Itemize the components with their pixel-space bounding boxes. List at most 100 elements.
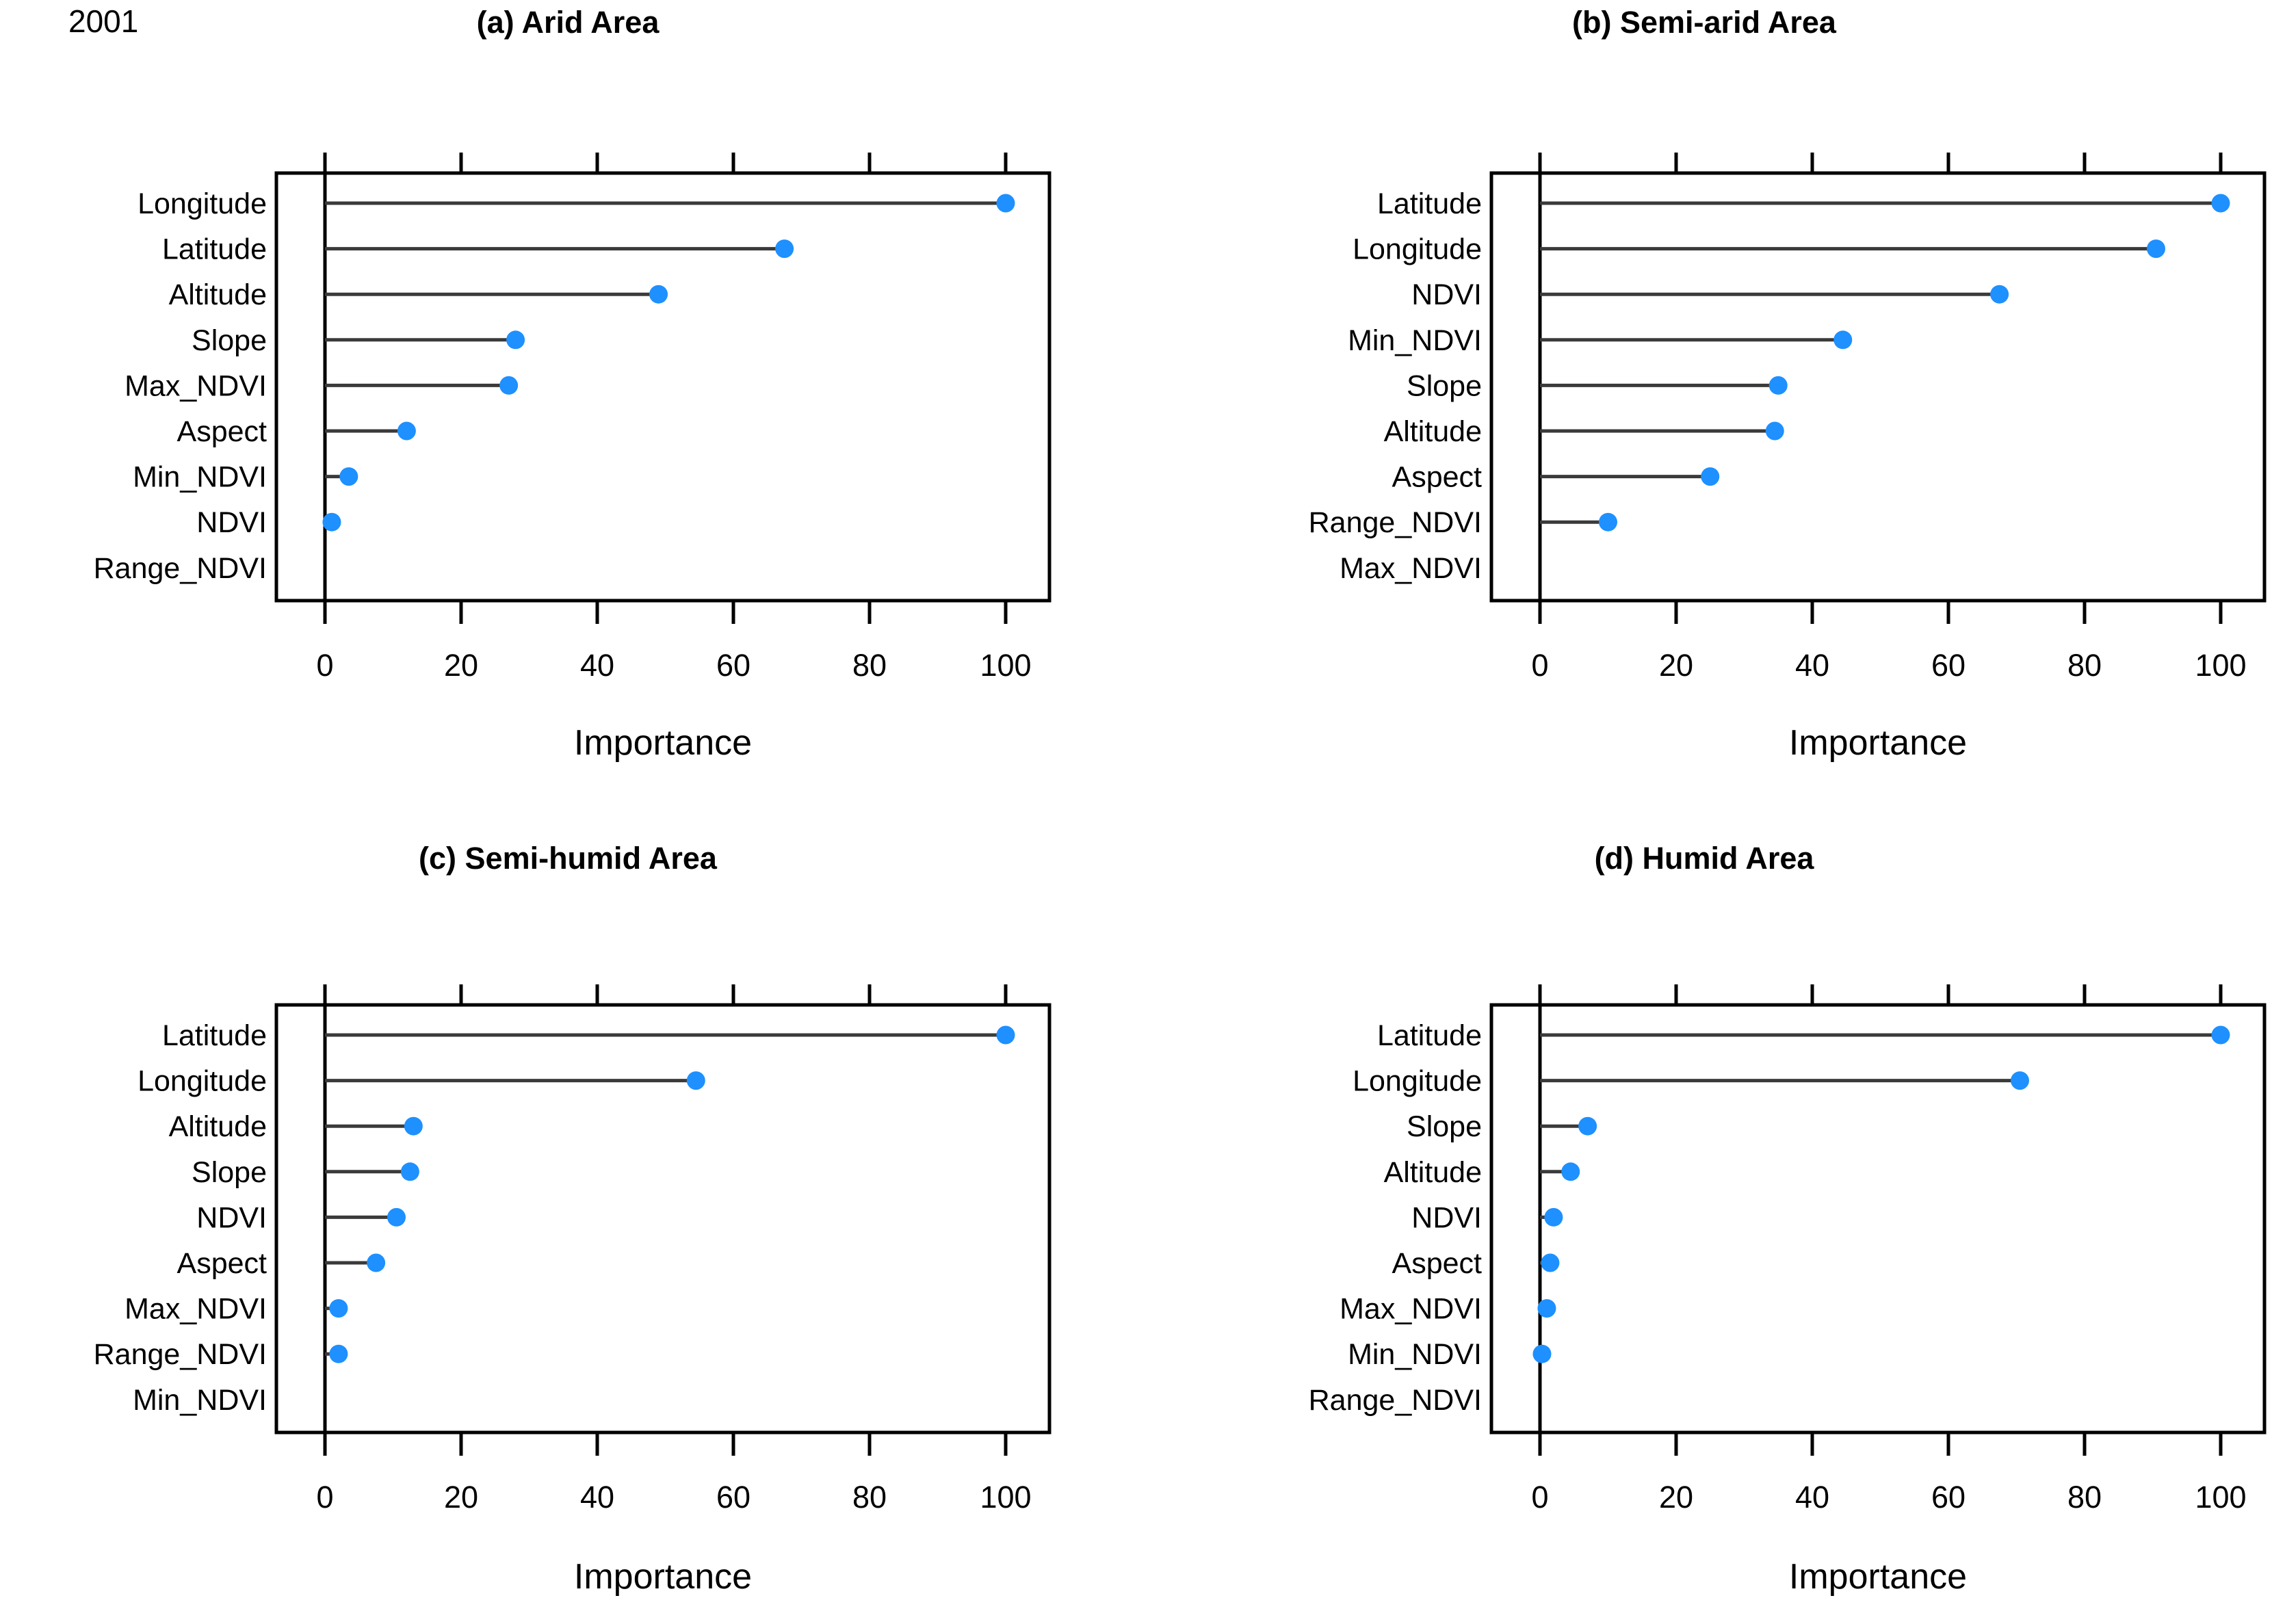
dot-latitude — [2211, 194, 2230, 213]
category-label-max_ndvi: Max_NDVI — [1340, 1293, 1482, 1326]
plot-frame — [1489, 171, 2267, 603]
x-tick-label: 80 — [2067, 1480, 2102, 1515]
category-label-aspect: Aspect — [1392, 461, 1483, 494]
dot-latitude — [996, 1025, 1015, 1045]
plot-frame — [274, 1003, 1052, 1435]
dot-ndvi — [387, 1207, 406, 1227]
x-tick-label: 80 — [2067, 648, 2102, 683]
dot-longitude — [2146, 239, 2165, 259]
dot-aspect — [397, 421, 416, 441]
semi-humid-area-dotchart: 0 20 40 60 80 100 Latitude Longitude Altitude Slo… — [94, 984, 1052, 1515]
category-label-aspect: Aspect — [177, 415, 267, 448]
dot-latitude — [2211, 1025, 2230, 1045]
x-tick-label: 40 — [580, 1480, 614, 1515]
x-tick-label: 60 — [1931, 1480, 1966, 1515]
category-label-latitude: Latitude — [162, 1019, 267, 1052]
category-label-longitude: Longitude — [138, 1065, 267, 1098]
x-axis-label-semi-humid: Importance — [573, 1557, 753, 1597]
dot-max_ndvi — [1537, 1299, 1556, 1318]
category-label-ndvi: NDVI — [1411, 1201, 1482, 1234]
category-label-slope: Slope — [192, 324, 267, 357]
x-tick-label: 40 — [580, 648, 614, 683]
dot-slope — [1768, 376, 1788, 395]
dot-altitude — [404, 1116, 423, 1136]
dot-longitude — [686, 1071, 705, 1090]
category-label-altitude: Altitude — [1384, 415, 1482, 448]
category-label-aspect: Aspect — [177, 1247, 267, 1280]
dot-longitude — [996, 194, 1015, 213]
x-tick-label: 100 — [980, 648, 1031, 683]
humid-area-dotchart: 0 20 40 60 80 100 Latitude Longitude Slope Altitu… — [1309, 984, 2267, 1515]
plot-frame — [274, 171, 1052, 603]
x-tick-label: 20 — [444, 1480, 478, 1515]
x-tick-label: 100 — [2195, 1480, 2246, 1515]
x-tick-label: 60 — [716, 1480, 750, 1515]
dot-altitude — [1765, 421, 1784, 441]
x-tick-label: 40 — [1795, 1480, 1829, 1515]
panel-humid-area: (d) Humid Area 0 20 40 60 80 100 Latitude Longi… — [1136, 812, 2272, 1624]
dot-ndvi — [1990, 285, 2009, 304]
x-tick-label: 0 — [316, 648, 333, 683]
panel-title-arid: (a) Arid Area — [476, 5, 660, 40]
x-tick-label: 40 — [1795, 648, 1829, 683]
dot-min_ndvi — [1532, 1344, 1552, 1363]
category-label-min_ndvi: Min_NDVI — [133, 1384, 267, 1417]
category-label-slope: Slope — [192, 1156, 267, 1189]
plot-frame — [1489, 1003, 2267, 1435]
category-label-aspect: Aspect — [1392, 1247, 1483, 1280]
x-tick-label: 0 — [1531, 648, 1548, 683]
category-label-min_ndvi: Min_NDVI — [133, 461, 267, 494]
category-label-ndvi: NDVI — [196, 506, 267, 539]
category-label-latitude: Latitude — [1377, 187, 1482, 220]
panel-title-semi-arid: (b) Semi-arid Area — [1572, 5, 1836, 40]
category-label-range_ndvi: Range_NDVI — [1309, 506, 1482, 539]
dot-aspect — [367, 1253, 386, 1272]
category-label-range_ndvi: Range_NDVI — [1309, 1384, 1482, 1417]
category-label-slope: Slope — [1407, 1110, 1482, 1143]
dot-altitude — [1561, 1162, 1580, 1181]
x-tick-label: 100 — [2195, 648, 2246, 683]
category-label-longitude: Longitude — [1353, 1065, 1482, 1098]
x-tick-label: 0 — [316, 1480, 333, 1515]
dot-aspect — [1701, 467, 1720, 486]
semi-arid-area-dotchart: 0 20 40 60 80 100 Latitude Longitude NDVI Min_NDV… — [1309, 153, 2267, 683]
category-label-altitude: Altitude — [1384, 1156, 1482, 1189]
x-axis-label-humid: Importance — [1788, 1557, 1968, 1597]
dot-range_ndvi — [329, 1344, 348, 1363]
category-label-altitude: Altitude — [169, 278, 267, 311]
x-tick-label: 60 — [1931, 648, 1966, 683]
dot-slope — [400, 1162, 419, 1181]
dot-aspect — [1541, 1253, 1560, 1272]
x-tick-label: 20 — [1659, 648, 1693, 683]
category-label-max_ndvi: Max_NDVI — [125, 1293, 267, 1326]
dot-altitude — [649, 285, 668, 304]
dot-min_ndvi — [339, 467, 358, 486]
x-axis-label-semi-arid: Importance — [1788, 723, 1968, 763]
category-label-max_ndvi: Max_NDVI — [125, 369, 267, 402]
category-label-min_ndvi: Min_NDVI — [1348, 1338, 1482, 1371]
dot-max_ndvi — [499, 376, 519, 395]
category-label-min_ndvi: Min_NDVI — [1348, 324, 1482, 357]
category-label-longitude: Longitude — [138, 187, 267, 220]
x-axis-label-arid: Importance — [573, 723, 753, 763]
category-label-latitude: Latitude — [1377, 1019, 1482, 1052]
category-label-ndvi: NDVI — [196, 1201, 267, 1234]
category-label-longitude: Longitude — [1353, 233, 1482, 266]
panel-arid-area: (a) Arid Area 0 20 40 60 80 100 Longitude Latit… — [0, 0, 1136, 812]
panel-semi-humid-area: (c) Semi-humid Area 0 20 40 60 80 100 Latitude… — [0, 812, 1136, 1624]
dot-latitude — [775, 239, 794, 259]
dot-ndvi — [322, 512, 341, 532]
dot-max_ndvi — [329, 1299, 348, 1318]
category-label-slope: Slope — [1407, 369, 1482, 402]
panel-title-humid: (d) Humid Area — [1594, 841, 1814, 876]
category-label-max_ndvi: Max_NDVI — [1340, 552, 1482, 585]
dot-longitude — [2010, 1071, 2029, 1090]
panel-semi-arid-area: (b) Semi-arid Area 0 20 40 60 80 100 Latitude L… — [1136, 0, 2272, 812]
x-tick-label: 60 — [716, 648, 750, 683]
panel-title-semi-humid: (c) Semi-humid Area — [419, 841, 717, 876]
x-tick-label: 20 — [1659, 1480, 1693, 1515]
category-label-altitude: Altitude — [169, 1110, 267, 1143]
x-tick-label: 80 — [852, 648, 887, 683]
category-label-range_ndvi: Range_NDVI — [94, 1338, 267, 1371]
